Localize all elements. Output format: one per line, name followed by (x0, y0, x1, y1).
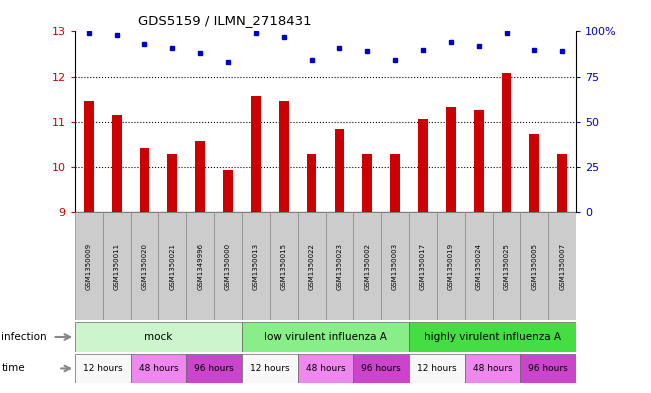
Bar (139, 148, 149, 212)
Bar (307, 154, 316, 212)
Bar (437, 212, 465, 320)
Bar (158, 212, 186, 320)
Text: 12 hours: 12 hours (250, 364, 290, 373)
Bar (409, 322, 576, 352)
Text: GSM1350009: GSM1350009 (86, 243, 92, 290)
Bar (167, 154, 177, 212)
Text: GSM1350011: GSM1350011 (114, 243, 120, 290)
Bar (298, 212, 326, 320)
Bar (186, 212, 214, 320)
Text: GSM1350015: GSM1350015 (281, 243, 286, 290)
Bar (418, 119, 428, 212)
Bar (251, 96, 261, 212)
Text: GSM1350003: GSM1350003 (392, 243, 398, 290)
Bar (298, 354, 353, 383)
Bar (502, 73, 512, 212)
Text: GSM1350017: GSM1350017 (420, 243, 426, 290)
Bar (103, 212, 131, 320)
Bar (409, 354, 465, 383)
Bar (520, 212, 548, 320)
Text: 48 hours: 48 hours (473, 364, 512, 373)
Text: 96 hours: 96 hours (529, 364, 568, 373)
Bar (75, 322, 242, 352)
Text: infection: infection (1, 332, 47, 342)
Bar (326, 212, 353, 320)
Bar (279, 101, 288, 212)
Text: GSM1350019: GSM1350019 (448, 243, 454, 290)
Text: GSM1350007: GSM1350007 (559, 243, 565, 290)
Bar (131, 212, 158, 320)
Bar (465, 212, 493, 320)
Text: 48 hours: 48 hours (306, 364, 345, 373)
Bar (270, 212, 298, 320)
Bar (548, 212, 576, 320)
Text: GSM1350020: GSM1350020 (141, 243, 148, 290)
Bar (195, 141, 205, 212)
Text: 96 hours: 96 hours (194, 364, 234, 373)
Bar (214, 212, 242, 320)
Bar (493, 212, 520, 320)
Text: GSM1350024: GSM1350024 (476, 243, 482, 290)
Bar (242, 212, 270, 320)
Text: GSM1350022: GSM1350022 (309, 243, 314, 290)
Text: GSM1349996: GSM1349996 (197, 243, 203, 290)
Bar (465, 354, 520, 383)
Text: mock: mock (145, 332, 173, 342)
Bar (223, 170, 233, 212)
Bar (186, 354, 242, 383)
Text: GSM1350025: GSM1350025 (503, 243, 510, 290)
Bar (112, 115, 122, 212)
Bar (131, 354, 186, 383)
Bar (75, 354, 131, 383)
Text: 12 hours: 12 hours (417, 364, 457, 373)
Text: 48 hours: 48 hours (139, 364, 178, 373)
Bar (353, 354, 409, 383)
Bar (409, 212, 437, 320)
Text: highly virulent influenza A: highly virulent influenza A (424, 332, 561, 342)
Text: GSM1350002: GSM1350002 (365, 243, 370, 290)
Bar (335, 129, 344, 212)
Text: 96 hours: 96 hours (361, 364, 401, 373)
Text: low virulent influenza A: low virulent influenza A (264, 332, 387, 342)
Bar (242, 322, 409, 352)
Bar (242, 354, 298, 383)
Bar (474, 110, 484, 212)
Text: time: time (1, 364, 25, 373)
Text: GSM1350023: GSM1350023 (337, 243, 342, 290)
Text: GDS5159 / ILMN_2718431: GDS5159 / ILMN_2718431 (139, 14, 312, 27)
Bar (363, 154, 372, 212)
Text: 12 hours: 12 hours (83, 364, 122, 373)
Text: GSM1350000: GSM1350000 (225, 243, 231, 290)
Bar (381, 212, 409, 320)
Bar (520, 354, 576, 383)
Bar (446, 107, 456, 212)
Bar (353, 212, 381, 320)
Text: GSM1350021: GSM1350021 (169, 243, 175, 290)
Bar (529, 134, 539, 212)
Bar (75, 212, 103, 320)
Bar (390, 154, 400, 212)
Bar (557, 154, 567, 212)
Text: GSM1350013: GSM1350013 (253, 243, 259, 290)
Bar (84, 101, 94, 212)
Text: GSM1350005: GSM1350005 (531, 243, 537, 290)
